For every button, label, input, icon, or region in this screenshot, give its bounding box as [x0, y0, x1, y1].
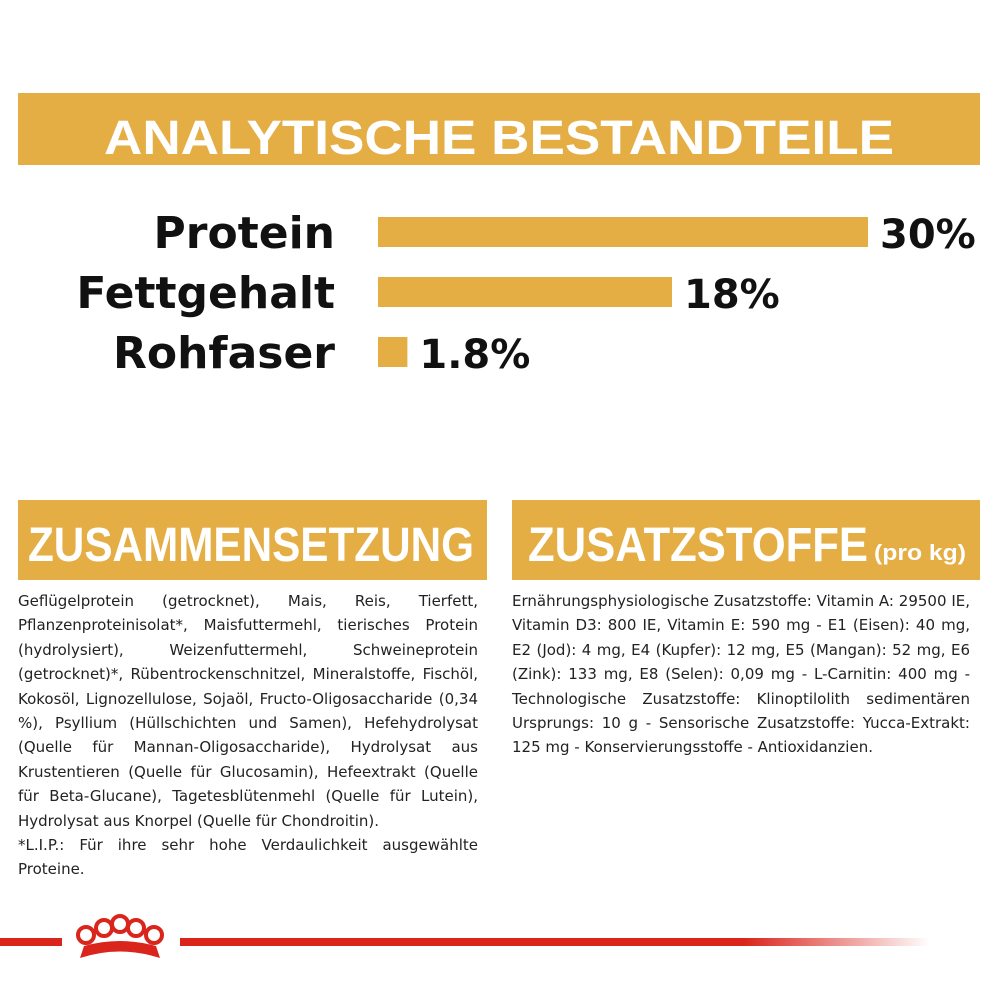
- bar: [378, 337, 408, 367]
- bar: [378, 277, 672, 307]
- crown-logo: [62, 914, 180, 962]
- bar: [378, 217, 868, 247]
- category-label: Rohfaser: [113, 328, 335, 379]
- paragraph: *L.I.P.: Für ihre sehr hohe Verdaulichke…: [18, 836, 478, 879]
- section-subtitle: (pro kg): [874, 540, 966, 565]
- paragraph: Ernährungsphysiologische Zusatzstoffe: V…: [512, 592, 970, 757]
- category-label: Protein: [154, 208, 335, 259]
- section-text: Geflügelprotein (getrocknet), Mais, Reis…: [18, 589, 478, 882]
- header-band: [18, 93, 980, 165]
- value-label: 1.8%: [419, 332, 530, 378]
- value-label: 30%: [880, 212, 976, 258]
- section-title: ZUSAMMENSETZUNG: [28, 519, 474, 572]
- category-label: Fettgehalt: [76, 268, 335, 319]
- paragraph: Geflügelprotein (getrocknet), Mais, Reis…: [18, 592, 478, 830]
- title: ANALYTISCHE BESTANDTEILE: [104, 112, 894, 165]
- section-band: [18, 500, 487, 580]
- value-label: 18%: [684, 272, 780, 318]
- section-band: [512, 500, 980, 580]
- section-title: ZUSATZSTOFFE: [528, 519, 868, 572]
- red-line: [0, 938, 930, 946]
- section-text: Ernährungsphysiologische Zusatzstoffe: V…: [512, 589, 970, 760]
